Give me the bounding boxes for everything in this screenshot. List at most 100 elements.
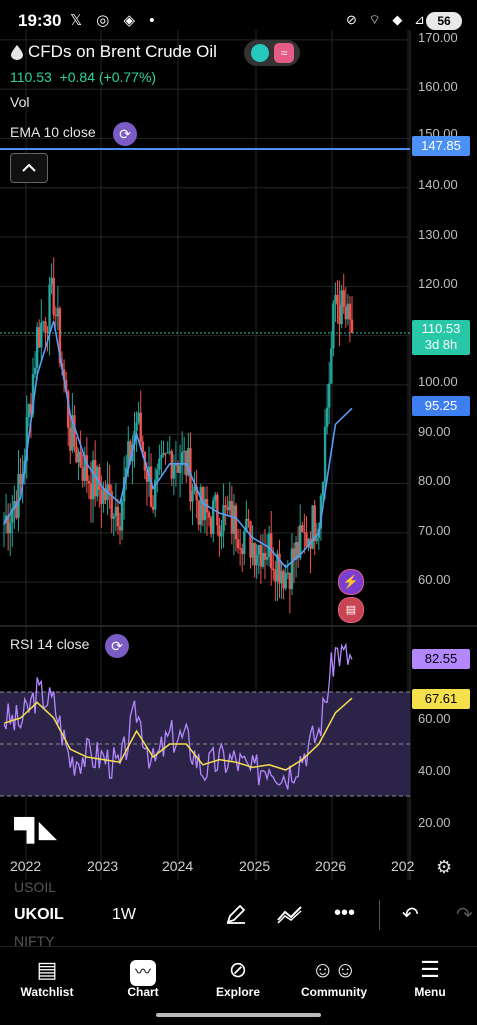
candle-body xyxy=(228,501,231,511)
candle-body xyxy=(232,505,236,534)
draw-pen-icon[interactable] xyxy=(224,902,248,926)
nav-explore[interactable]: ⊘ Explore xyxy=(198,955,278,999)
candle-body xyxy=(164,452,167,454)
home-indicator xyxy=(156,1013,321,1017)
candle-body xyxy=(42,321,45,323)
more-options-icon[interactable]: ••• xyxy=(334,902,356,924)
candle-body xyxy=(145,470,149,482)
candle-body xyxy=(280,570,283,584)
candle-body xyxy=(323,426,327,483)
symbol-title[interactable]: CFDs on Brent Crude Oil xyxy=(28,42,217,61)
candle-body xyxy=(222,505,225,532)
candle-body xyxy=(218,525,221,537)
candle-body xyxy=(162,452,165,456)
candle-body xyxy=(307,538,310,547)
candle-body xyxy=(286,572,289,574)
candle-body xyxy=(137,412,140,423)
price-tick: 160.00 xyxy=(418,79,458,94)
undo-icon[interactable]: ↶ xyxy=(402,904,419,926)
candle-body xyxy=(15,501,18,518)
candle-body xyxy=(168,451,171,453)
candle-body xyxy=(350,319,354,333)
price-change: +0.84 (+0.77%) xyxy=(59,69,157,85)
rsi-indicator-label[interactable]: RSI 14 close xyxy=(10,636,89,652)
candle-body xyxy=(249,520,252,558)
nav-label: Menu xyxy=(414,985,446,999)
volume-label[interactable]: Vol xyxy=(10,94,30,110)
last-price-label: 110.53 3d 8h xyxy=(412,320,470,355)
candle-body xyxy=(96,467,99,497)
candle-body xyxy=(6,515,10,534)
candle-body xyxy=(226,507,229,511)
candle-body xyxy=(336,294,339,305)
toolbar-divider xyxy=(379,900,380,930)
year-label: 2022 xyxy=(10,858,42,874)
nav-watchlist[interactable]: ▤ Watchlist xyxy=(7,955,87,999)
rsi-reload-icon[interactable]: ⟳ xyxy=(105,634,129,658)
candle-body xyxy=(261,552,265,567)
redo-icon[interactable]: ↷ xyxy=(456,904,473,926)
year-label: 202 xyxy=(391,858,415,874)
price-tick: 120.00 xyxy=(418,276,458,291)
candle-body xyxy=(75,446,78,463)
collapse-indicators-button[interactable] xyxy=(10,153,48,183)
year-label: 2024 xyxy=(162,858,194,874)
year-label: 2025 xyxy=(239,858,271,874)
candle-body xyxy=(38,327,41,348)
ema-reload-icon[interactable]: ⟳ xyxy=(113,122,137,146)
candle-body xyxy=(133,430,136,445)
market-open-icon xyxy=(251,44,269,62)
candle-body xyxy=(129,441,132,462)
symbol-selector[interactable]: UKOIL xyxy=(14,906,64,923)
compass-icon: ⊘ xyxy=(228,957,248,982)
ema-indicator-label[interactable]: EMA 10 close xyxy=(10,124,96,140)
price-tick: 170.00 xyxy=(418,30,458,45)
us-flag-icon[interactable]: ▤ xyxy=(338,597,364,623)
nav-community[interactable]: ☺☺ Community xyxy=(294,955,374,999)
candle-body xyxy=(253,542,256,566)
candle-body xyxy=(346,303,350,320)
last-price: 110.53 xyxy=(10,69,52,85)
candle-body xyxy=(207,512,211,518)
candle-body xyxy=(284,573,287,589)
candle-body xyxy=(245,518,248,531)
candle-body xyxy=(172,465,176,479)
chart-settings-icon[interactable]: ⚙ xyxy=(436,857,453,877)
status-bar: 19:30 𝕏 ◎ ◈ • ⊘ ⌔ ◆ ⊿ 56 xyxy=(0,0,477,40)
oil-drop-icon xyxy=(11,45,23,60)
candle-body xyxy=(77,451,80,463)
candle-body xyxy=(9,522,12,534)
candle-body xyxy=(263,552,267,560)
candle-body xyxy=(100,489,103,504)
candle-body xyxy=(214,494,217,501)
candle-body xyxy=(265,557,269,560)
candle-body xyxy=(209,517,213,535)
interval-selector[interactable]: 1W xyxy=(112,906,136,923)
nav-menu[interactable]: ☰ Menu xyxy=(390,955,470,999)
price-tick: 70.00 xyxy=(418,523,451,538)
lightning-icon[interactable]: ⚡ xyxy=(338,569,364,595)
price-tick: 140.00 xyxy=(418,177,458,192)
nav-chart[interactable]: 〰 Chart xyxy=(103,955,183,999)
ema-line-price-label: 147.85 xyxy=(412,136,470,156)
candle-body xyxy=(174,464,178,466)
chart-icon: 〰 xyxy=(103,955,183,986)
price-chart[interactable] xyxy=(0,0,477,880)
market-status-toggle[interactable]: ≈ xyxy=(244,40,300,66)
candle-body xyxy=(54,314,57,317)
year-label: 2026 xyxy=(315,858,347,874)
candle-body xyxy=(79,451,82,468)
price-tick: 130.00 xyxy=(418,227,458,242)
candle-body xyxy=(125,467,128,478)
candle-body xyxy=(187,448,190,476)
candle-body xyxy=(259,545,263,567)
candle-body xyxy=(255,554,258,566)
battery-icon: 56 xyxy=(426,12,462,30)
candle-body xyxy=(203,499,207,521)
tradingview-logo: ▀▌◣ xyxy=(14,817,56,842)
candle-body xyxy=(35,327,39,368)
rsi-tick: 20.00 xyxy=(418,815,451,830)
candle-body xyxy=(52,277,55,315)
indicators-icon[interactable] xyxy=(276,902,304,926)
candle-body xyxy=(330,348,333,384)
